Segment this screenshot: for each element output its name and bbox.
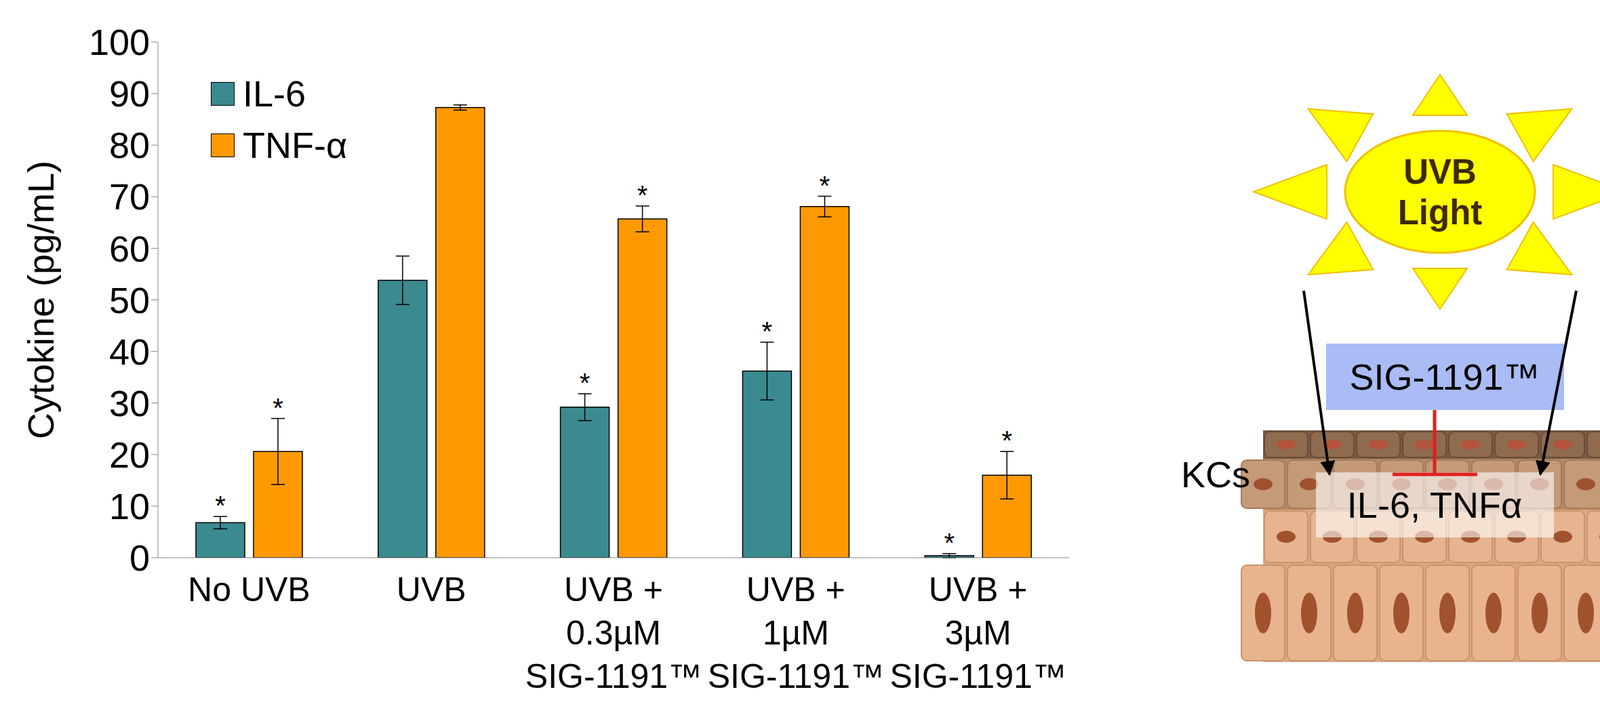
svg-text:UVB +3µMSIG-1191™: UVB +3µMSIG-1191™: [889, 570, 1066, 696]
svg-text:Cytokine (pg/mL): Cytokine (pg/mL): [20, 160, 62, 440]
svg-text:UVB +0.3µMSIG-1191™: UVB +0.3µMSIG-1191™: [525, 570, 702, 696]
svg-text:UVB: UVB: [396, 570, 467, 609]
svg-text:50: 50: [109, 280, 150, 321]
svg-text:UVBLight: UVBLight: [1397, 152, 1483, 232]
svg-text:SIG-1191™: SIG-1191™: [1349, 356, 1540, 398]
svg-text:UVB +1µMSIG-1191™: UVB +1µMSIG-1191™: [707, 570, 885, 696]
svg-text:20: 20: [109, 434, 150, 476]
html-text:TNF-α: TNF-α: [242, 124, 348, 166]
svg-text:90: 90: [109, 73, 150, 114]
svg-text:70: 70: [109, 176, 150, 217]
svg-text:30: 30: [109, 383, 150, 424]
svg-text:IL-6, TNFα: IL-6, TNFα: [1347, 484, 1523, 526]
svg-text:60: 60: [109, 228, 150, 270]
svg-text:40: 40: [109, 331, 150, 373]
svg-text:100: 100: [88, 21, 150, 63]
svg-text:0: 0: [129, 537, 150, 579]
html-text:IL-6: IL-6: [242, 73, 306, 114]
svg-text:10: 10: [109, 486, 150, 527]
svg-text:No UVB: No UVB: [187, 570, 311, 609]
svg-text:80: 80: [109, 124, 150, 166]
svg-text:KCs: KCs: [1181, 454, 1251, 495]
